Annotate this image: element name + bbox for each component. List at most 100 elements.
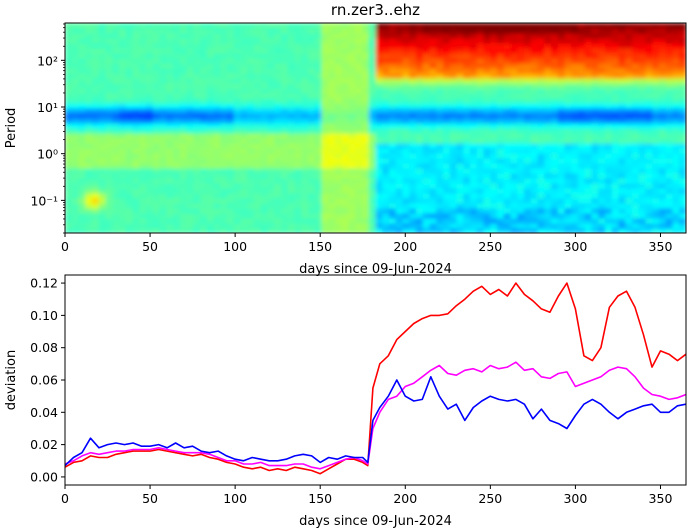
- spectrogram-cell: [645, 188, 653, 194]
- spectrogram-cell: [584, 68, 593, 74]
- spectrogram-cell: [105, 53, 113, 59]
- spectrogram-cell: [186, 113, 194, 119]
- spectrogram-cell: [584, 88, 593, 94]
- spectrogram-cell: [348, 38, 356, 44]
- spectrogram-cell: [409, 228, 417, 233]
- spectrogram-cell: [375, 63, 383, 69]
- spectrogram-cell: [146, 43, 154, 49]
- spectrogram-cell: [92, 73, 100, 79]
- spectrogram-cell: [294, 78, 302, 84]
- spectrogram-cell: [557, 108, 566, 114]
- spectrogram-cell: [119, 123, 127, 129]
- spectrogram-cell: [611, 173, 620, 179]
- spectrogram-cell: [638, 178, 647, 184]
- spectrogram-cell: [389, 93, 397, 99]
- spectrogram-cell: [375, 213, 383, 219]
- spectrogram-cell: [146, 53, 154, 59]
- spectrogram-cell: [510, 43, 518, 49]
- spectrogram-cell: [274, 118, 282, 124]
- spectrogram-cell: [476, 163, 485, 169]
- spectrogram-cell: [584, 93, 593, 99]
- spectrogram-cell: [463, 173, 471, 179]
- spectrogram-cell: [125, 123, 134, 129]
- spectrogram-cell: [503, 173, 512, 179]
- spectrogram-cell: [78, 68, 86, 74]
- spectrogram-cell: [429, 118, 437, 124]
- spectrogram-cell: [281, 218, 289, 224]
- spectrogram-cell: [638, 123, 647, 129]
- spectrogram-cell: [348, 58, 356, 64]
- spectrogram-cell: [193, 163, 201, 169]
- spectrogram-cell: [200, 128, 208, 134]
- spectrogram-cell: [233, 73, 242, 79]
- spectrogram-cell: [193, 108, 201, 114]
- spectrogram-cell: [247, 28, 255, 34]
- spectrogram-cell: [166, 43, 174, 49]
- spectrogram-cell: [429, 198, 437, 204]
- spectrogram-cell: [105, 48, 113, 54]
- spectrogram-cell: [308, 43, 316, 49]
- spectrogram-cell: [416, 143, 424, 149]
- spectrogram-cell: [517, 98, 525, 104]
- spectrogram-cell: [341, 228, 350, 233]
- spectrogram-cell: [537, 43, 545, 49]
- spectrogram-cell: [557, 98, 566, 104]
- spectrogram-cell: [314, 98, 323, 104]
- spectrogram-cell: [247, 98, 255, 104]
- spectrogram-cell: [92, 173, 100, 179]
- spectrogram-cell: [186, 168, 194, 174]
- spectrogram-cell: [166, 153, 174, 159]
- spectrogram-cell: [382, 153, 390, 159]
- spectrogram-cell: [497, 78, 505, 84]
- spectrogram-cell: [78, 58, 86, 64]
- spectrogram-cell: [173, 103, 181, 109]
- spectrogram-cell: [611, 93, 620, 99]
- spectrogram-cell: [557, 33, 566, 39]
- spectrogram-cell: [551, 98, 559, 104]
- spectrogram-cell: [78, 83, 86, 89]
- spectrogram-cell: [152, 148, 161, 154]
- spectrogram-cell: [679, 83, 686, 89]
- spectrogram-cell: [125, 83, 134, 89]
- spectrogram-cell: [571, 183, 579, 189]
- spectrogram-cell: [348, 153, 356, 159]
- spectrogram-cell: [530, 43, 539, 49]
- spectrogram-cell: [382, 118, 390, 124]
- spectrogram-cell: [611, 23, 620, 29]
- spectrogram-cell: [193, 188, 201, 194]
- spectrogram-cell: [611, 33, 620, 39]
- spectrogram-cell: [105, 98, 113, 104]
- spectrogram-cell: [152, 173, 161, 179]
- spectrogram-cell: [530, 28, 539, 34]
- spectrogram-cell: [530, 183, 539, 189]
- spectrogram-cell: [78, 223, 86, 229]
- spectrogram-cell: [321, 138, 329, 144]
- spectrogram-cell: [537, 203, 545, 209]
- spectrogram-cell: [409, 173, 417, 179]
- spectrogram-cell: [503, 128, 512, 134]
- x-tick-label: 0: [61, 491, 69, 506]
- spectrogram-cell: [605, 58, 613, 64]
- spectrogram-cell: [672, 133, 680, 139]
- spectrogram-cell: [335, 68, 343, 74]
- spectrogram-cell: [510, 28, 518, 34]
- spectrogram-cell: [166, 118, 174, 124]
- spectrogram-cell: [355, 208, 363, 214]
- spectrogram-cell: [119, 178, 127, 184]
- spectrogram-cell: [71, 98, 80, 104]
- spectrogram-cell: [632, 223, 640, 229]
- spectrogram-cell: [179, 123, 188, 129]
- spectrogram-cell: [659, 188, 667, 194]
- spectrogram-cell: [510, 173, 518, 179]
- spectrogram-cell: [220, 53, 228, 59]
- spectrogram-cell: [213, 38, 221, 44]
- spectrogram-cell: [247, 153, 255, 159]
- spectrogram-cell: [112, 148, 120, 154]
- spectrogram-cell: [125, 183, 134, 189]
- spectrogram-cell: [679, 88, 686, 94]
- spectrogram-cell: [537, 123, 545, 129]
- spectrogram-cell: [125, 108, 134, 114]
- spectrogram-cell: [92, 48, 100, 54]
- spectrogram-cell: [173, 123, 181, 129]
- spectrogram-cell: [672, 158, 680, 164]
